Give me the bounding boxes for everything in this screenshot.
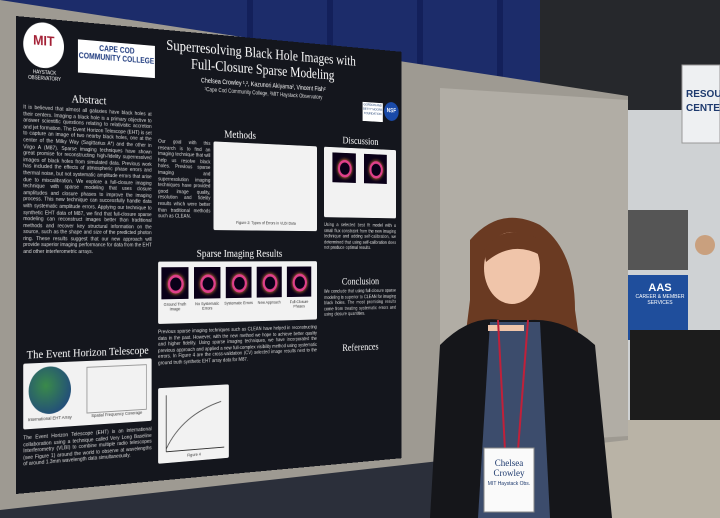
logo-text: HAYSTACK OBSERVATORY bbox=[28, 69, 61, 84]
conclusion-text: We conclude that using full-closure spar… bbox=[323, 288, 397, 318]
image-thumb bbox=[363, 153, 387, 184]
image-thumb bbox=[332, 152, 356, 183]
results-figure: Ground Truth Image No Systematic Errors Sy… bbox=[158, 261, 317, 324]
booth-banner bbox=[628, 275, 688, 340]
logo-text: MIT bbox=[33, 31, 55, 50]
image-thumb bbox=[161, 267, 189, 300]
discussion-figure bbox=[323, 146, 397, 219]
booth-sign: AAS CAREER & MEMBER SERVICES bbox=[634, 282, 686, 306]
badge-name: Chelsea Crowley bbox=[493, 458, 525, 478]
bystander bbox=[695, 235, 715, 255]
uv-plot bbox=[86, 364, 147, 414]
panel-caption: Systematic Errors bbox=[224, 301, 253, 307]
booth-logo: AAS bbox=[648, 282, 672, 294]
section-heading: Conclusion bbox=[341, 274, 380, 288]
image-thumb bbox=[225, 266, 252, 299]
resource-sign-text: RESOU CENTE bbox=[686, 88, 720, 116]
image-thumb bbox=[194, 266, 221, 299]
panel-caption: No Systematic Errors bbox=[195, 301, 220, 312]
booth-table bbox=[630, 330, 720, 420]
nsf-logo: NSF bbox=[384, 101, 399, 122]
badge-affiliation: MIT Haystack Obs. bbox=[487, 481, 531, 487]
abstract-text: It is believed that almost all galaxies … bbox=[23, 104, 152, 256]
discussion-text: Using a selected best fit model with a s… bbox=[323, 222, 397, 252]
panel-caption: Ground Truth Image bbox=[163, 302, 187, 313]
methods-text: Our goal with this research is to find a… bbox=[158, 138, 211, 220]
image-thumb bbox=[286, 266, 312, 298]
booth-label: CAREER & MEMBER SERVICES bbox=[635, 294, 685, 306]
poster: MIT HAYSTACK OBSERVATORY CAPE COD COMMUN… bbox=[16, 16, 402, 494]
methods-figure: Figure 2: Types of Errors in VLBI Data bbox=[213, 141, 317, 232]
section-heading: References bbox=[342, 340, 379, 354]
panel-caption: New Approach bbox=[257, 300, 281, 306]
eht-text: The Event Horizon Telescope (EHT) is an … bbox=[23, 426, 152, 468]
figure-caption: International EHT Array bbox=[27, 415, 72, 424]
mit-logo: MIT bbox=[23, 20, 65, 70]
cape-cod-logo: CAPE COD COMMUNITY COLLEGE bbox=[77, 39, 155, 79]
figure-caption: Figure 2: Types of Errors in VLBI Data bbox=[236, 221, 296, 227]
image-thumb bbox=[256, 266, 282, 298]
panel-caption: Full-Closure Phases bbox=[289, 300, 309, 310]
results-plot: Figure 4 bbox=[158, 384, 229, 464]
name-badge: Chelsea Crowley MIT Haystack Obs. bbox=[486, 458, 532, 487]
sign-line: RESOU bbox=[686, 89, 720, 100]
eht-figures: International EHT Array Spatial Frequenc… bbox=[23, 358, 152, 430]
results-text: Previous sparse imaging techniques such … bbox=[158, 324, 317, 367]
booth-screen bbox=[628, 210, 688, 270]
section-heading: Sparse Imaging Results bbox=[196, 246, 283, 260]
moore-logo: GORDON AND BETTY MOORE FOUNDATION bbox=[362, 101, 383, 123]
person bbox=[430, 217, 612, 518]
globe bbox=[28, 365, 71, 416]
sign-line: CENTE bbox=[686, 103, 720, 114]
resource-sign bbox=[681, 64, 720, 144]
